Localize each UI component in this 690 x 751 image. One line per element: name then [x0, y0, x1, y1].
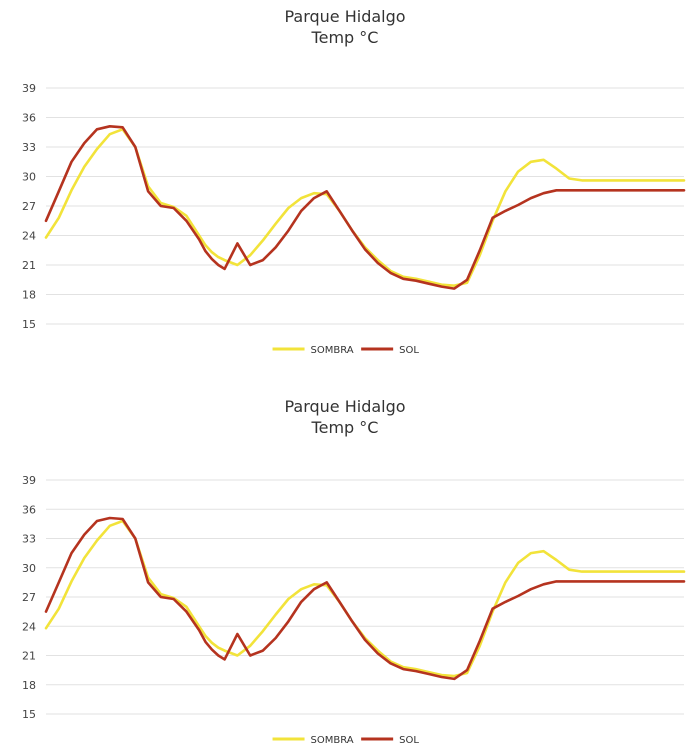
y-tick-label: 24 — [22, 230, 36, 243]
y-tick-label: 39 — [22, 82, 36, 95]
series-line-sombra — [44, 128, 686, 288]
series-line-sombra — [44, 519, 686, 678]
y-tick-label: 27 — [22, 200, 36, 213]
y-tick-label: 36 — [22, 112, 36, 125]
legend: SOMBRA SOL — [272, 345, 419, 356]
legend-label-sombra: SOMBRA — [311, 735, 354, 746]
chart-1: Parque Hidalgo Temp °C 39 36 33 30 27 24 21 18 15 S… — [22, 7, 686, 356]
y-tick-label: 24 — [22, 620, 36, 633]
chart-subtitle: Temp °C — [311, 418, 379, 437]
y-tick-label: 21 — [22, 650, 36, 663]
y-tick-label: 15 — [22, 318, 36, 331]
y-tick-label: 39 — [22, 474, 36, 487]
y-tick-label: 33 — [22, 141, 36, 154]
y-tick-label: 18 — [22, 289, 36, 302]
y-tick-label: 27 — [22, 591, 36, 604]
legend: SOMBRA SOL — [272, 735, 419, 746]
y-tick-label: 30 — [22, 562, 36, 575]
y-tick-label: 21 — [22, 259, 36, 272]
y-tick-label: 36 — [22, 503, 36, 516]
legend-label-sol: SOL — [399, 345, 419, 356]
y-tick-label: 18 — [22, 679, 36, 692]
legend-label-sol: SOL — [399, 735, 419, 746]
chart-title: Parque Hidalgo — [284, 7, 405, 26]
y-tick-label: 33 — [22, 533, 36, 546]
chart-2: Parque Hidalgo Temp °C 39 36 33 30 27 24 21 18 15 S… — [22, 397, 686, 746]
series-line-sol — [44, 125, 686, 290]
series-line-sol — [44, 516, 686, 681]
y-tick-label: 30 — [22, 171, 36, 184]
chart-subtitle: Temp °C — [311, 28, 379, 47]
legend-label-sombra: SOMBRA — [311, 345, 354, 356]
y-tick-label: 15 — [22, 708, 36, 721]
chart-title: Parque Hidalgo — [284, 397, 405, 416]
